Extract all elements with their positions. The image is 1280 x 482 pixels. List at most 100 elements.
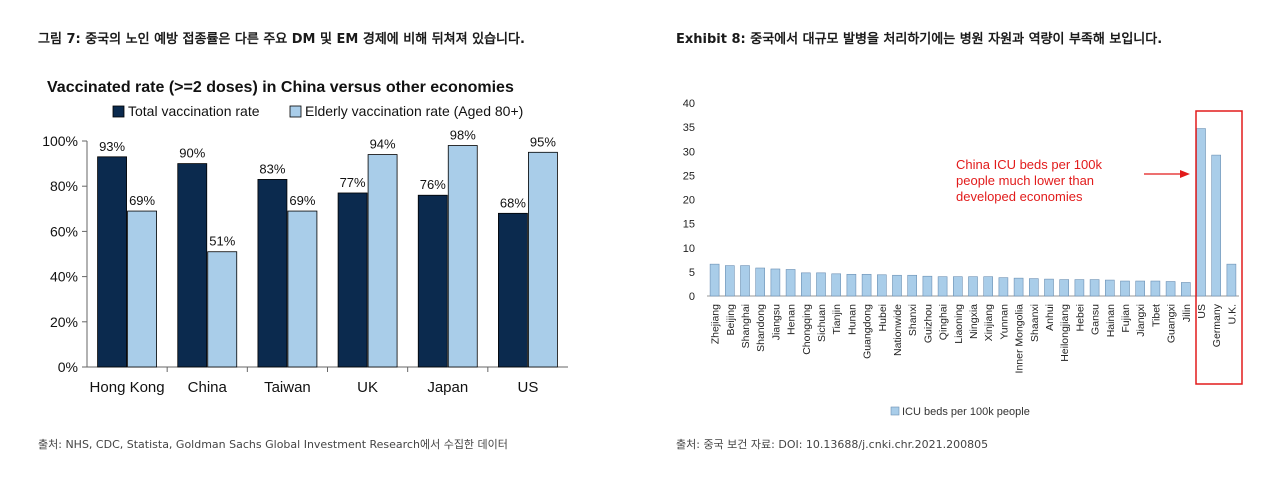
data-label: 90%: [179, 146, 205, 161]
legend: Total vaccination rate Elderly vaccinati…: [112, 103, 523, 119]
data-label: 51%: [209, 234, 235, 249]
bar-gansu: [1089, 279, 1100, 297]
x-tick-label: Fujian: [1120, 304, 1132, 333]
bar-hainan: [1104, 279, 1115, 297]
right-source-note: 출처: 중국 보건 자료: DOI: 10.13688/j.cnki.chr.2…: [676, 438, 989, 451]
x-tick-label: Ningxia: [968, 304, 980, 339]
data-label: 68%: [500, 195, 526, 210]
x-tick-label: Chongqing: [801, 304, 813, 355]
x-tick-label: Sichuan: [816, 304, 828, 342]
data-label: 83%: [259, 161, 285, 176]
bar-shanghai: [740, 265, 750, 297]
x-tick-label: Taiwan: [264, 379, 311, 396]
bar-u-k-: [1226, 263, 1237, 297]
x-tick-label: Yunnan: [998, 304, 1010, 340]
bar-jiangsu: [770, 268, 781, 297]
chart-title: Vaccinated rate (>=2 doses) in China ver…: [47, 79, 514, 96]
bar-nationwide: [892, 274, 902, 297]
bar-elderly-hong-kong: [127, 210, 157, 368]
data-label: 95%: [530, 134, 556, 149]
bar-inner-mongolia: [1013, 277, 1024, 297]
annotation-line-1: China ICU beds per 100k: [956, 157, 1102, 172]
bar-elderly-us: [528, 151, 558, 368]
x-tick-label: Jiangxi: [1135, 304, 1147, 337]
data-label: 76%: [420, 177, 446, 192]
x-tick-label: Qinghai: [938, 304, 950, 340]
bar-total-us: [498, 212, 528, 368]
data-label: 98%: [450, 128, 476, 143]
x-tick-label: US: [1196, 304, 1208, 319]
annotation-line-3: developed economies: [956, 189, 1083, 204]
bar-henan: [785, 269, 796, 297]
left-source-note: 출처: NHS, CDC, Statista, Goldman Sachs Gl…: [38, 438, 508, 451]
highlight-box: [1195, 110, 1243, 385]
y-tick-label: 40%: [50, 269, 78, 285]
legend-label-elderly: Elderly vaccination rate (Aged 80+): [305, 103, 523, 119]
x-tick-label: Jiangsu: [770, 304, 782, 340]
bar-tibet: [1150, 280, 1161, 297]
bar-beijing: [724, 265, 735, 297]
bar-elderly-japan: [447, 145, 478, 368]
x-tick-label: Xinjiang: [983, 304, 995, 342]
x-tick-label: Hainan: [1105, 304, 1117, 337]
y-tick-label: 80%: [50, 178, 78, 194]
bar-shandong: [755, 267, 765, 297]
y-tick-label: 20: [683, 195, 695, 207]
x-tick-label: Tianjin: [831, 304, 843, 335]
bar-hunan: [846, 273, 857, 297]
bar-elderly-uk: [367, 154, 398, 368]
y-tick-label: 30: [683, 146, 695, 158]
data-label: 69%: [129, 193, 155, 208]
bar-jilin: [1180, 282, 1191, 297]
x-tick-label: U.K.: [1226, 304, 1238, 324]
y-tick-label: 100%: [42, 133, 78, 149]
x-tick-label: Liaoning: [953, 304, 965, 344]
y-tick-label: 10: [683, 243, 695, 255]
x-tick-label: Hong Kong: [90, 379, 165, 396]
x-tick-label: Tibet: [1150, 304, 1162, 327]
y-tick-label: 60%: [50, 223, 78, 239]
bar-shanxi: [907, 274, 917, 297]
x-tick-label: Henan: [786, 304, 798, 335]
y-tick-label: 25: [683, 170, 695, 182]
bar-sichuan: [816, 272, 826, 297]
bar-zhejiang: [709, 263, 720, 297]
y-tick-label: 20%: [50, 314, 78, 330]
legend-label-total: Total vaccination rate: [128, 103, 260, 119]
bar-total-china: [177, 163, 208, 368]
bar-fujian: [1120, 280, 1130, 297]
bar-elderly-china: [207, 251, 238, 368]
bar-xinjiang: [983, 276, 994, 297]
x-tick-label: Gansu: [1090, 304, 1102, 335]
vaccination-rate-chart: Vaccinated rate (>=2 doses) in China ver…: [42, 79, 568, 396]
right-exhibit-title: Exhibit 8: 중국에서 대규모 발병을 처리하기에는 병원 자원과 역량…: [676, 32, 1163, 47]
bar-us: [1196, 128, 1206, 297]
y-tick-label: 0%: [58, 359, 78, 375]
legend-swatch-elderly: [289, 105, 302, 118]
left-exhibit-title: 그림 7: 중국의 노인 예방 접종률은 다른 주요 DM 및 EM 경제에 비…: [38, 32, 525, 47]
bar-hubei: [877, 274, 887, 297]
data-label: 69%: [289, 193, 315, 208]
x-tick-label: China: [188, 379, 228, 396]
legend-swatch-total: [112, 105, 125, 118]
bar-elderly-taiwan: [287, 210, 318, 368]
bar-yunnan: [998, 277, 1009, 297]
bar-tianjin: [831, 273, 841, 297]
bar-total-hong-kong: [97, 156, 127, 368]
x-tick-label: Nationwide: [892, 304, 904, 356]
data-label: 77%: [340, 175, 366, 190]
x-tick-label: Inner Mongolia: [1014, 304, 1026, 374]
y-tick-label: 35: [683, 122, 695, 134]
x-tick-label: Shanghai: [740, 304, 752, 348]
annotation-line-2: people much lower than: [956, 173, 1094, 188]
y-tick-label: 0: [689, 291, 695, 303]
legend: ICU beds per 100k people: [890, 406, 1030, 418]
x-tick-label: Shanxi: [907, 304, 919, 336]
x-tick-label: Germany: [1211, 303, 1223, 347]
bar-liaoning: [952, 276, 963, 297]
bar-guizhou: [922, 275, 933, 297]
y-tick-label: 40: [683, 98, 695, 110]
x-tick-label: Hunan: [846, 304, 858, 335]
x-tick-label: Hubei: [877, 304, 889, 331]
